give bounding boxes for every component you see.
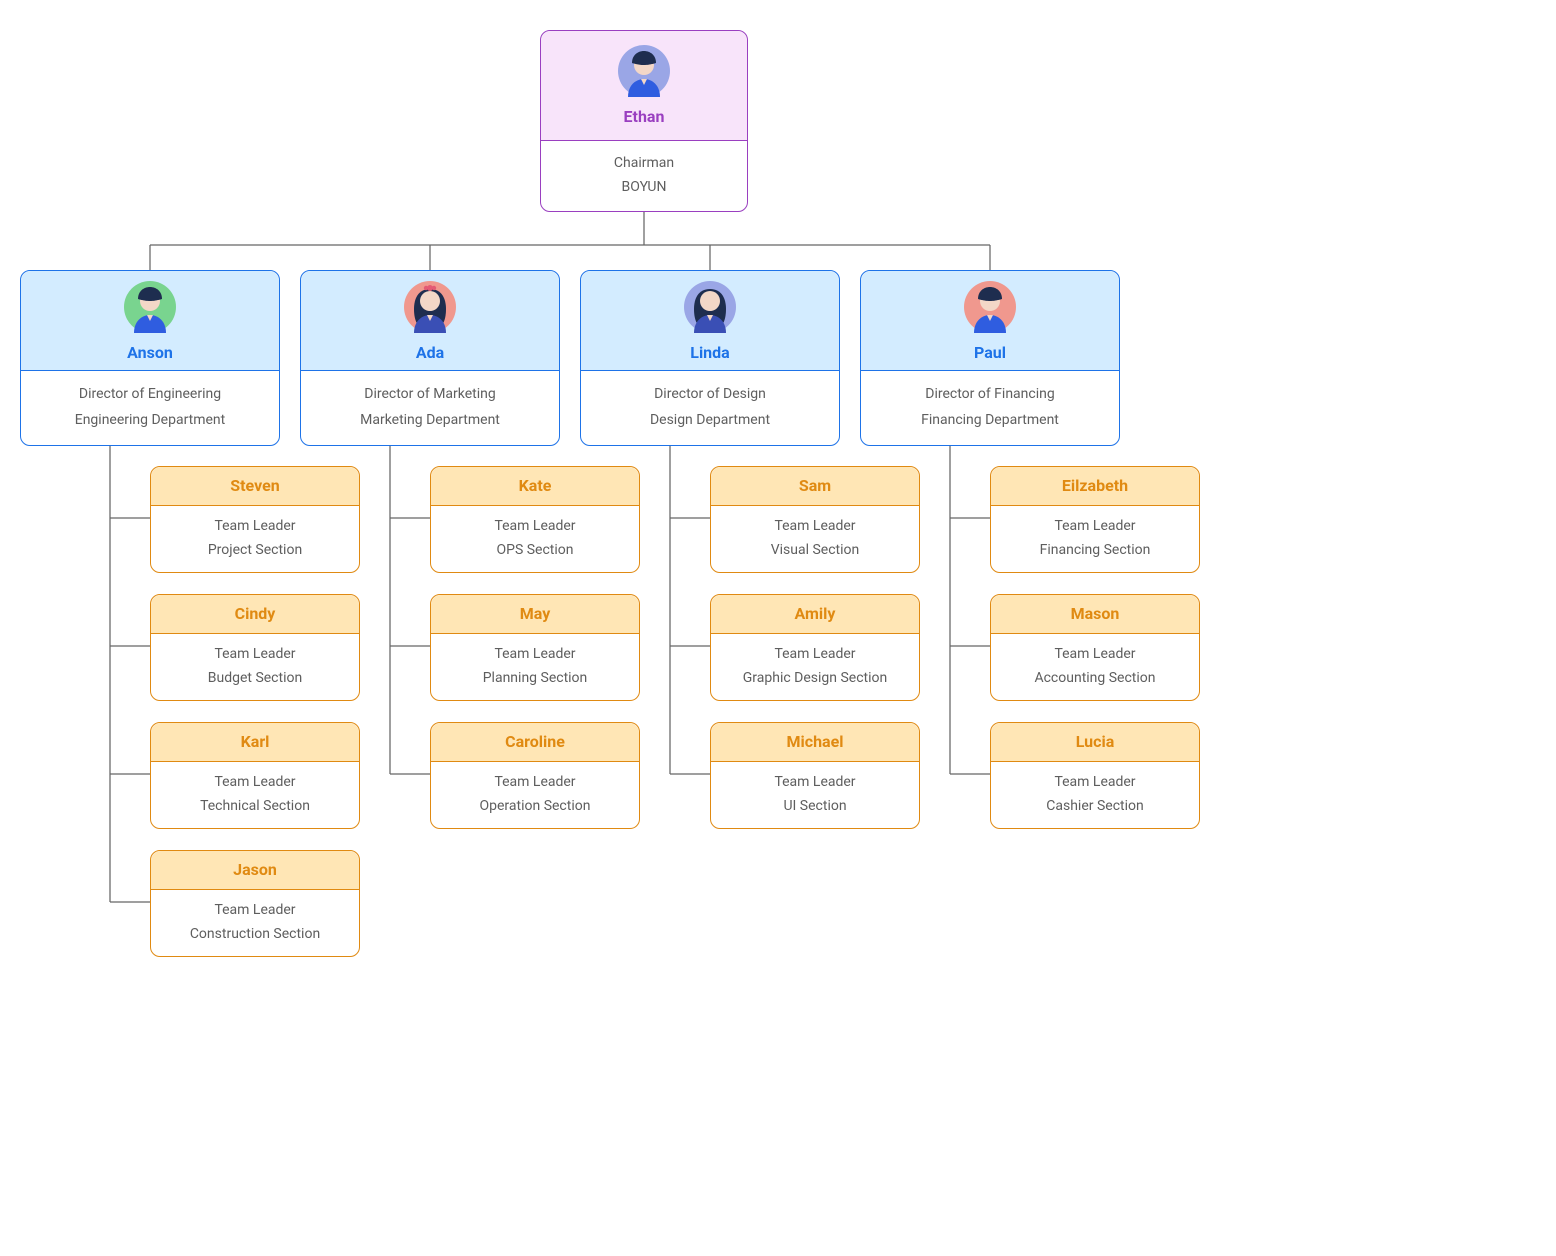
org-node-team-leader[interactable]: Mason Team Leader Accounting Section: [990, 594, 1200, 701]
avatar-icon: [404, 281, 456, 333]
person-section: Financing Section: [991, 538, 1199, 562]
person-dept: Engineering Department: [21, 407, 279, 433]
person-name: Linda: [581, 343, 839, 362]
person-section: Technical Section: [151, 794, 359, 818]
person-name: Lucia: [991, 723, 1199, 762]
org-node-team-leader[interactable]: Lucia Team Leader Cashier Section: [990, 722, 1200, 829]
person-title: Team Leader: [711, 642, 919, 666]
avatar-icon: [124, 281, 176, 333]
person-section: Operation Section: [431, 794, 639, 818]
person-section: Cashier Section: [991, 794, 1199, 818]
avatar-icon: [964, 281, 1016, 333]
person-section: Graphic Design Section: [711, 666, 919, 690]
avatar-icon: [618, 45, 670, 97]
person-title: Team Leader: [151, 514, 359, 538]
person-title: Team Leader: [991, 642, 1199, 666]
person-title: Team Leader: [151, 770, 359, 794]
person-title: Team Leader: [991, 514, 1199, 538]
org-node-team-leader[interactable]: Caroline Team Leader Operation Section: [430, 722, 640, 829]
org-node-director[interactable]: Anson Director of Engineering Engineerin…: [20, 270, 280, 446]
org-node-team-leader[interactable]: Jason Team Leader Construction Section: [150, 850, 360, 957]
avatar-icon: [684, 281, 736, 333]
person-dept: Financing Department: [861, 407, 1119, 433]
person-name: Paul: [861, 343, 1119, 362]
person-title: Team Leader: [431, 514, 639, 538]
org-node-team-leader[interactable]: May Team Leader Planning Section: [430, 594, 640, 701]
org-node-team-leader[interactable]: Kate Team Leader OPS Section: [430, 466, 640, 573]
person-title: Team Leader: [431, 770, 639, 794]
org-node-team-leader[interactable]: Karl Team Leader Technical Section: [150, 722, 360, 829]
person-title: Chairman: [541, 151, 747, 175]
person-title: Team Leader: [151, 898, 359, 922]
org-chart-canvas: Ethan Chairman BOYUN Anson Director of E…: [0, 0, 1556, 1256]
person-name: Amily: [711, 595, 919, 634]
org-node-team-leader[interactable]: Amily Team Leader Graphic Design Section: [710, 594, 920, 701]
person-name: Sam: [711, 467, 919, 506]
person-section: OPS Section: [431, 538, 639, 562]
person-dept: Design Department: [581, 407, 839, 433]
org-node-team-leader[interactable]: Sam Team Leader Visual Section: [710, 466, 920, 573]
org-node-director[interactable]: Ada Director of Marketing Marketing Depa…: [300, 270, 560, 446]
person-name: Karl: [151, 723, 359, 762]
person-name: Caroline: [431, 723, 639, 762]
person-title: Team Leader: [711, 514, 919, 538]
person-section: Project Section: [151, 538, 359, 562]
person-section: Planning Section: [431, 666, 639, 690]
org-node-director[interactable]: Paul Director of Financing Financing Dep…: [860, 270, 1120, 446]
person-name: Eilzabeth: [991, 467, 1199, 506]
person-section: Budget Section: [151, 666, 359, 690]
org-node-team-leader[interactable]: Eilzabeth Team Leader Financing Section: [990, 466, 1200, 573]
person-title: Team Leader: [711, 770, 919, 794]
person-name: Cindy: [151, 595, 359, 634]
person-title: Director of Design: [581, 381, 839, 407]
person-name: Ethan: [541, 107, 747, 126]
person-name: Mason: [991, 595, 1199, 634]
person-dept: Marketing Department: [301, 407, 559, 433]
person-title: Team Leader: [431, 642, 639, 666]
person-name: Kate: [431, 467, 639, 506]
org-node-team-leader[interactable]: Steven Team Leader Project Section: [150, 466, 360, 573]
person-org: BOYUN: [541, 175, 747, 199]
person-title: Director of Financing: [861, 381, 1119, 407]
person-title: Director of Marketing: [301, 381, 559, 407]
person-name: Ada: [301, 343, 559, 362]
person-name: Anson: [21, 343, 279, 362]
person-section: UI Section: [711, 794, 919, 818]
person-section: Accounting Section: [991, 666, 1199, 690]
person-name: Steven: [151, 467, 359, 506]
org-node-chairman[interactable]: Ethan Chairman BOYUN: [540, 30, 748, 212]
person-title: Team Leader: [991, 770, 1199, 794]
person-section: Visual Section: [711, 538, 919, 562]
person-section: Construction Section: [151, 922, 359, 946]
person-name: Jason: [151, 851, 359, 890]
person-title: Team Leader: [151, 642, 359, 666]
person-name: Michael: [711, 723, 919, 762]
org-node-director[interactable]: Linda Director of Design Design Departme…: [580, 270, 840, 446]
org-node-team-leader[interactable]: Cindy Team Leader Budget Section: [150, 594, 360, 701]
person-title: Director of Engineering: [21, 381, 279, 407]
org-node-team-leader[interactable]: Michael Team Leader UI Section: [710, 722, 920, 829]
person-name: May: [431, 595, 639, 634]
